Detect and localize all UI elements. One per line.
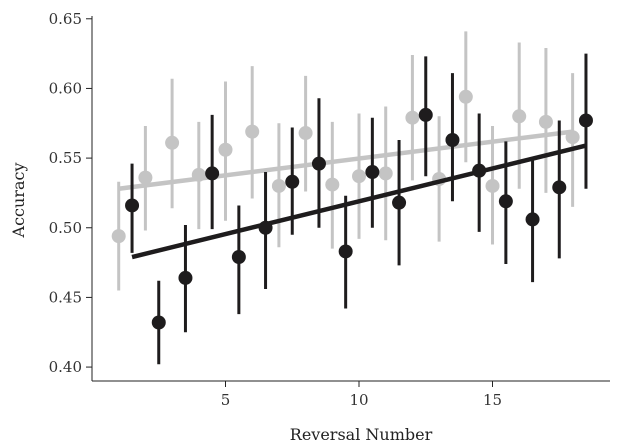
data-point bbox=[231, 250, 246, 265]
data-point bbox=[245, 124, 260, 139]
data-point bbox=[418, 107, 433, 122]
x-axis-title: Reversal Number bbox=[290, 425, 433, 444]
data-point bbox=[485, 178, 500, 193]
data-point bbox=[125, 198, 140, 213]
data-point bbox=[191, 167, 206, 182]
data-point bbox=[338, 244, 353, 259]
data-point bbox=[525, 212, 540, 227]
data-point bbox=[311, 156, 326, 171]
series-2 bbox=[125, 53, 593, 365]
data-point bbox=[165, 135, 180, 150]
data-point bbox=[565, 130, 580, 145]
data-point bbox=[325, 177, 340, 192]
data-point bbox=[552, 180, 567, 195]
y-ticks: 0.40 0.45 0.50 0.55 0.60 0.65 bbox=[49, 10, 92, 376]
x-tick-label: 5 bbox=[221, 391, 231, 409]
axes bbox=[91, 16, 610, 382]
data-point bbox=[258, 220, 273, 235]
y-tick-label: 0.60 bbox=[49, 79, 82, 97]
x-tick-label: 15 bbox=[483, 391, 502, 409]
data-point bbox=[151, 315, 166, 330]
y-axis-title: Accuracy bbox=[9, 163, 28, 239]
data-point bbox=[405, 110, 420, 125]
data-point bbox=[472, 163, 487, 178]
data-point bbox=[111, 229, 126, 244]
data-point bbox=[445, 132, 460, 147]
data-point bbox=[512, 109, 527, 124]
data-point bbox=[378, 166, 393, 181]
data-point bbox=[458, 89, 473, 104]
y-tick-label: 0.55 bbox=[49, 149, 82, 167]
data-point bbox=[298, 126, 313, 141]
data-point bbox=[392, 195, 407, 210]
plot-area bbox=[111, 31, 593, 365]
x-tick-label: 10 bbox=[349, 391, 368, 409]
data-point bbox=[178, 270, 193, 285]
y-tick-label: 0.40 bbox=[49, 358, 82, 376]
data-point bbox=[285, 174, 300, 189]
data-point bbox=[365, 165, 380, 180]
data-point bbox=[578, 113, 593, 128]
y-tick-label: 0.45 bbox=[49, 288, 82, 306]
data-point bbox=[538, 114, 553, 129]
data-point bbox=[352, 169, 367, 184]
trend-line bbox=[131, 143, 587, 260]
data-point bbox=[498, 194, 513, 209]
data-point bbox=[138, 170, 153, 185]
y-tick-label: 0.50 bbox=[49, 219, 82, 237]
data-point bbox=[218, 142, 233, 157]
y-tick-label: 0.65 bbox=[49, 10, 82, 28]
x-ticks: 5 10 15 bbox=[221, 381, 502, 409]
data-point bbox=[271, 178, 286, 193]
series-1 bbox=[111, 31, 580, 291]
data-point bbox=[205, 166, 220, 181]
